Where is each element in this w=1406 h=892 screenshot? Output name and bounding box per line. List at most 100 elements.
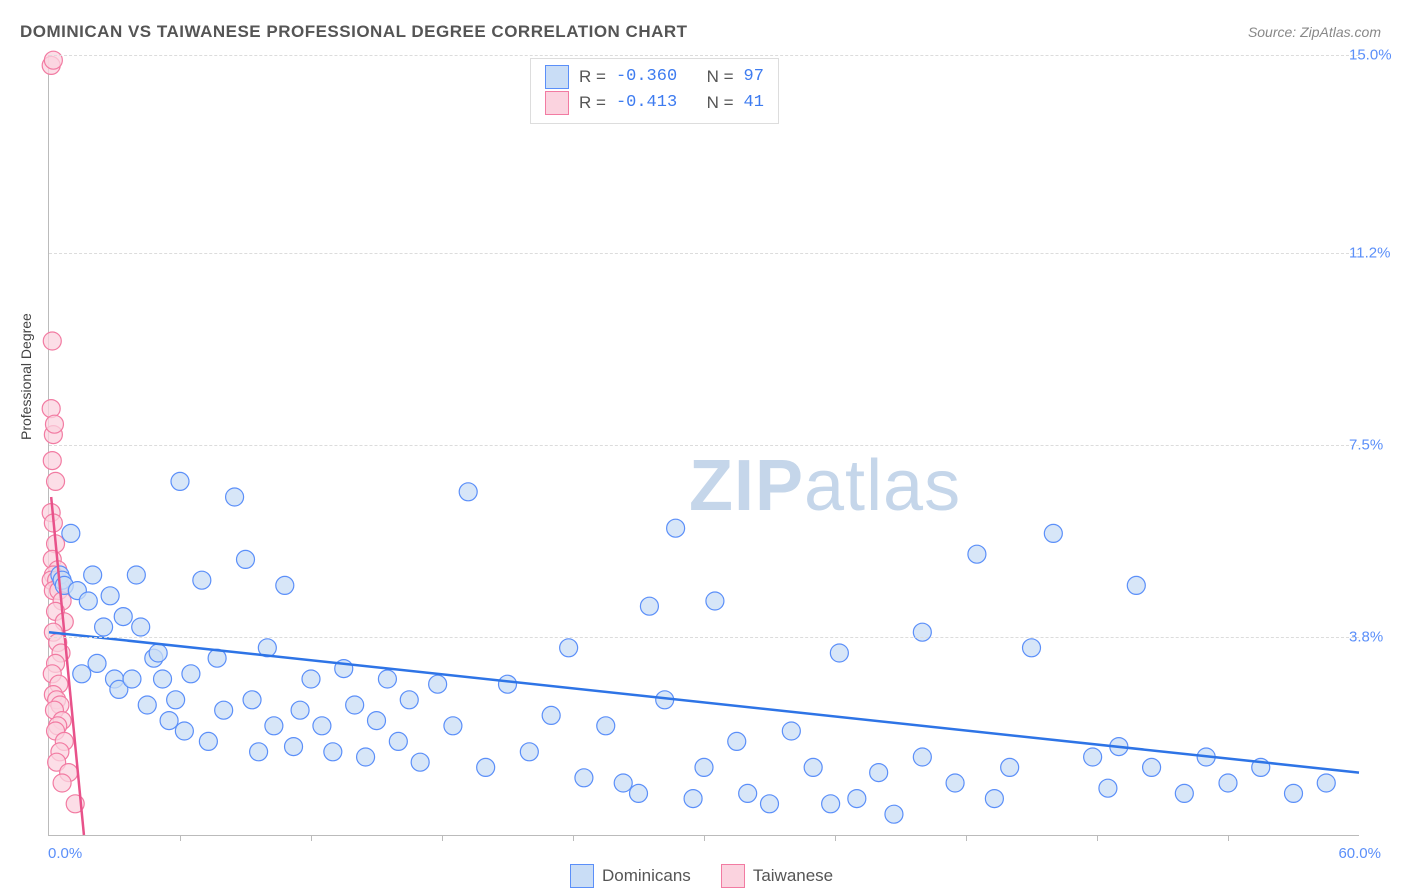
source-label: Source: ZipAtlas.com (1248, 24, 1381, 40)
data-point (560, 639, 578, 657)
data-point (1084, 748, 1102, 766)
x-min-label: 0.0% (48, 845, 82, 862)
x-tick (180, 835, 181, 841)
data-point (84, 566, 102, 584)
data-point (913, 623, 931, 641)
data-point (1317, 774, 1335, 792)
r-value-taiwanese: -0.413 (616, 90, 677, 116)
data-point (250, 743, 268, 761)
data-point (199, 732, 217, 750)
data-point (138, 696, 156, 714)
swatch-dominicans (545, 65, 569, 89)
x-tick (573, 835, 574, 841)
data-point (368, 712, 386, 730)
data-point (43, 452, 61, 470)
gridline (49, 55, 1359, 56)
data-point (946, 774, 964, 792)
data-point (411, 753, 429, 771)
data-point (499, 675, 517, 693)
x-tick (1097, 835, 1098, 841)
y-tick-label: 3.8% (1349, 629, 1406, 646)
data-point (237, 550, 255, 568)
data-point (149, 644, 167, 662)
plot-area: ZIPatlas 3.8%7.5%11.2%15.0% (48, 55, 1359, 836)
bottom-legend: Dominicans Taiwanese (570, 864, 833, 888)
legend-label: Dominicans (602, 866, 691, 886)
data-point (667, 519, 685, 537)
data-point (193, 571, 211, 589)
x-tick (1228, 835, 1229, 841)
legend-item-taiwanese: Taiwanese (721, 864, 833, 888)
data-point (782, 722, 800, 740)
data-point (101, 587, 119, 605)
y-tick-label: 15.0% (1349, 47, 1406, 64)
x-tick (966, 835, 967, 841)
data-point (95, 618, 113, 636)
data-point (324, 743, 342, 761)
x-tick (704, 835, 705, 841)
data-point (542, 706, 560, 724)
n-value-taiwanese: 41 (744, 90, 764, 116)
data-point (695, 758, 713, 776)
stats-row-dominicans: R = -0.360 N = 97 (545, 64, 764, 90)
data-point (276, 576, 294, 594)
data-point (597, 717, 615, 735)
data-point (44, 51, 62, 69)
data-point (378, 670, 396, 688)
data-point (630, 784, 648, 802)
data-point (913, 748, 931, 766)
y-tick-label: 11.2% (1349, 244, 1406, 261)
data-point (160, 712, 178, 730)
data-point (761, 795, 779, 813)
data-point (285, 738, 303, 756)
data-point (53, 774, 71, 792)
data-point (132, 618, 150, 636)
y-tick-label: 7.5% (1349, 437, 1406, 454)
data-point (739, 784, 757, 802)
n-label: N = (707, 90, 734, 116)
data-point (1001, 758, 1019, 776)
swatch-dominicans (570, 864, 594, 888)
data-point (830, 644, 848, 662)
data-point (822, 795, 840, 813)
x-tick (442, 835, 443, 841)
data-point (215, 701, 233, 719)
gridline (49, 445, 1359, 446)
data-point (728, 732, 746, 750)
data-point (477, 758, 495, 776)
data-point (226, 488, 244, 506)
data-point (45, 415, 63, 433)
data-point (640, 597, 658, 615)
data-point (123, 670, 141, 688)
data-point (79, 592, 97, 610)
data-point (444, 717, 462, 735)
data-point (848, 790, 866, 808)
n-value-dominicans: 97 (744, 64, 764, 90)
data-point (1175, 784, 1193, 802)
data-point (1285, 784, 1303, 802)
data-point (429, 675, 447, 693)
y-axis-label: Professional Degree (18, 313, 34, 440)
x-max-label: 60.0% (1338, 845, 1381, 862)
data-point (114, 608, 132, 626)
data-point (520, 743, 538, 761)
r-label: R = (579, 90, 606, 116)
data-point (265, 717, 283, 735)
legend-item-dominicans: Dominicans (570, 864, 691, 888)
data-point (1127, 576, 1145, 594)
data-point (171, 472, 189, 490)
data-point (389, 732, 407, 750)
stats-row-taiwanese: R = -0.413 N = 41 (545, 90, 764, 116)
data-point (42, 400, 60, 418)
data-point (1219, 774, 1237, 792)
swatch-taiwanese (545, 91, 569, 115)
data-point (870, 764, 888, 782)
data-point (243, 691, 261, 709)
data-point (43, 332, 61, 350)
data-point (291, 701, 309, 719)
data-point (182, 665, 200, 683)
data-point (302, 670, 320, 688)
swatch-taiwanese (721, 864, 745, 888)
data-point (400, 691, 418, 709)
data-point (968, 545, 986, 563)
